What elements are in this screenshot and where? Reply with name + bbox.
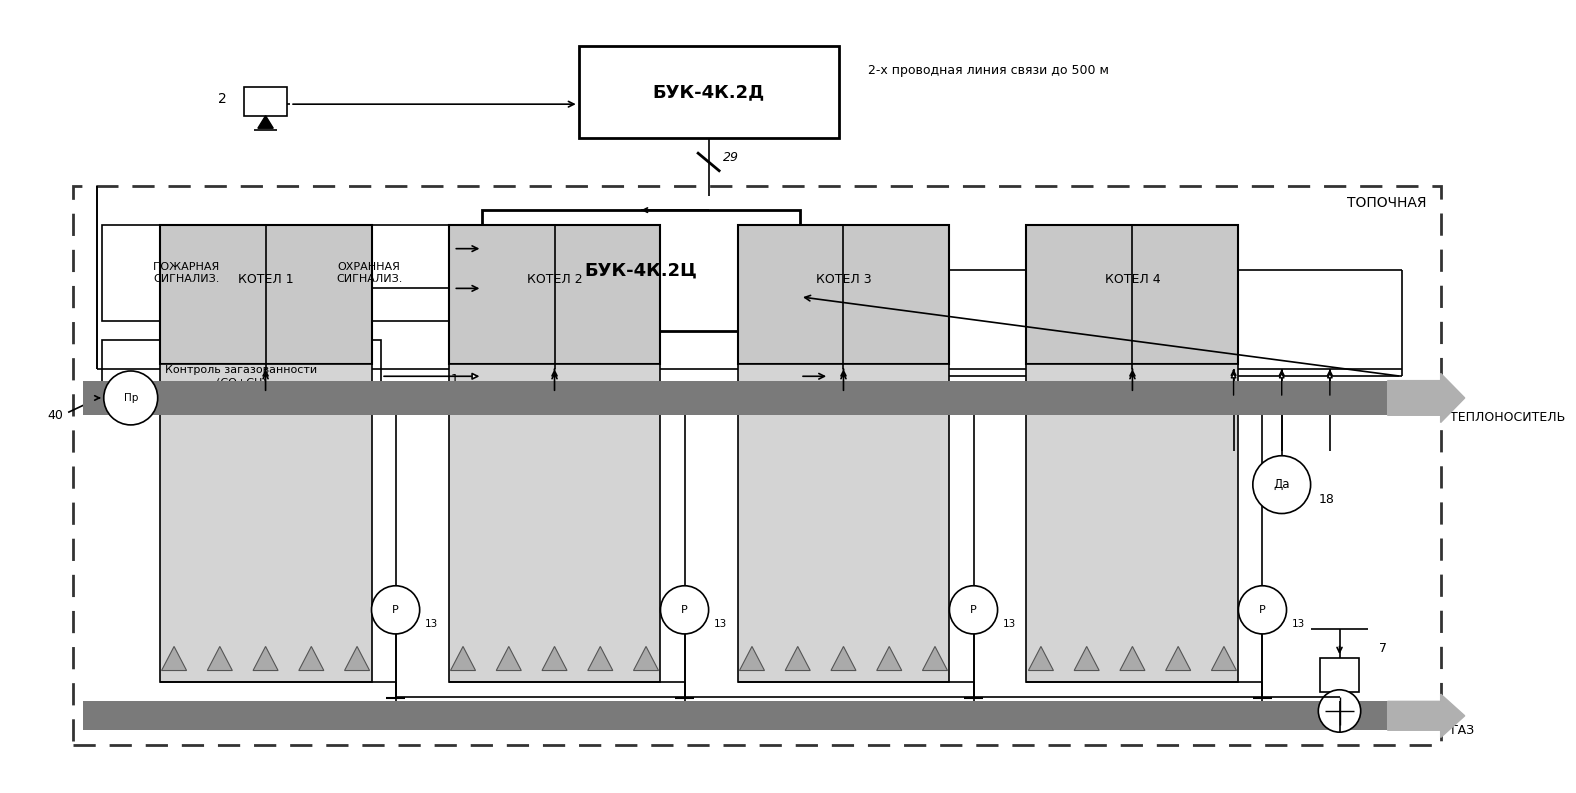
Text: 13: 13 <box>1002 619 1015 630</box>
Text: 29: 29 <box>723 151 739 163</box>
FancyArrow shape <box>1388 694 1464 737</box>
Circle shape <box>949 586 998 634</box>
Bar <box>738 224 949 364</box>
Polygon shape <box>254 646 277 671</box>
Polygon shape <box>739 646 764 671</box>
Polygon shape <box>299 646 323 671</box>
Bar <box>82 701 1388 730</box>
Text: 40: 40 <box>47 408 63 422</box>
Text: Да: Да <box>1273 478 1291 491</box>
Bar <box>159 364 372 682</box>
Text: ОХРАННАЯ
СИГНАЛИЗ.: ОХРАННАЯ СИГНАЛИЗ. <box>336 262 402 284</box>
Polygon shape <box>496 646 522 671</box>
Text: КОТЕЛ 2: КОТЕЛ 2 <box>526 274 583 286</box>
FancyArrow shape <box>1388 374 1464 423</box>
Circle shape <box>372 586 419 634</box>
Text: 2-х проводная линия связи до 500 м: 2-х проводная линия связи до 500 м <box>867 64 1108 77</box>
Text: ГАЗ: ГАЗ <box>1450 724 1475 737</box>
Polygon shape <box>1212 646 1237 671</box>
Circle shape <box>660 586 709 634</box>
Polygon shape <box>542 646 567 671</box>
Polygon shape <box>922 646 947 671</box>
Text: Р: Р <box>1259 605 1266 615</box>
Polygon shape <box>785 646 810 671</box>
Polygon shape <box>345 646 370 671</box>
Bar <box>449 364 660 682</box>
Bar <box>1321 658 1359 691</box>
Bar <box>285 224 454 321</box>
Polygon shape <box>634 646 659 671</box>
Polygon shape <box>1075 646 1098 671</box>
Text: Р: Р <box>392 605 399 615</box>
Polygon shape <box>162 646 186 671</box>
Text: ТОПОЧНАЯ: ТОПОЧНАЯ <box>1347 196 1426 209</box>
Circle shape <box>104 371 158 425</box>
Bar <box>244 87 287 116</box>
Polygon shape <box>451 646 476 671</box>
Bar <box>102 224 271 321</box>
Text: КОТЕЛ 3: КОТЕЛ 3 <box>816 274 872 286</box>
Polygon shape <box>208 646 232 671</box>
Polygon shape <box>1029 646 1053 671</box>
Circle shape <box>1319 690 1360 732</box>
Bar <box>449 224 660 364</box>
Polygon shape <box>1121 646 1144 671</box>
Text: 13: 13 <box>1291 619 1305 630</box>
Circle shape <box>1239 586 1286 634</box>
Polygon shape <box>258 116 273 128</box>
Bar <box>1026 364 1239 682</box>
Bar <box>72 186 1440 745</box>
Bar <box>159 224 372 364</box>
Text: 13: 13 <box>714 619 727 630</box>
Text: Пр: Пр <box>123 393 139 403</box>
Circle shape <box>1253 456 1311 514</box>
Text: Р: Р <box>971 605 977 615</box>
Text: ПОЖАРНАЯ
СИГНАЛИЗ.: ПОЖАРНАЯ СИГНАЛИЗ. <box>153 262 219 284</box>
Text: Контроль загазованности
(СО+СН): Контроль загазованности (СО+СН) <box>165 366 317 387</box>
Text: КОТЕЛ 1: КОТЕЛ 1 <box>238 274 293 286</box>
Bar <box>102 340 381 412</box>
Bar <box>82 381 1388 416</box>
Text: 18: 18 <box>1319 492 1335 506</box>
Text: 7: 7 <box>1379 642 1387 655</box>
Bar <box>482 210 801 331</box>
Bar <box>578 46 838 138</box>
Polygon shape <box>831 646 856 671</box>
Text: 13: 13 <box>424 619 438 630</box>
Text: БУК-4К.2Ц: БУК-4К.2Ц <box>585 262 698 279</box>
Polygon shape <box>876 646 901 671</box>
Text: БУК-4К.2Д: БУК-4К.2Д <box>652 83 764 102</box>
Text: КОТЕЛ 4: КОТЕЛ 4 <box>1105 274 1160 286</box>
Polygon shape <box>588 646 613 671</box>
Text: 1: 1 <box>451 373 459 385</box>
Bar <box>1026 224 1239 364</box>
Text: ТЕПЛОНОСИТЕЛЬ: ТЕПЛОНОСИТЕЛЬ <box>1450 411 1565 423</box>
Bar <box>738 364 949 682</box>
Polygon shape <box>1166 646 1191 671</box>
Text: Р: Р <box>681 605 689 615</box>
Text: 2: 2 <box>217 92 227 106</box>
